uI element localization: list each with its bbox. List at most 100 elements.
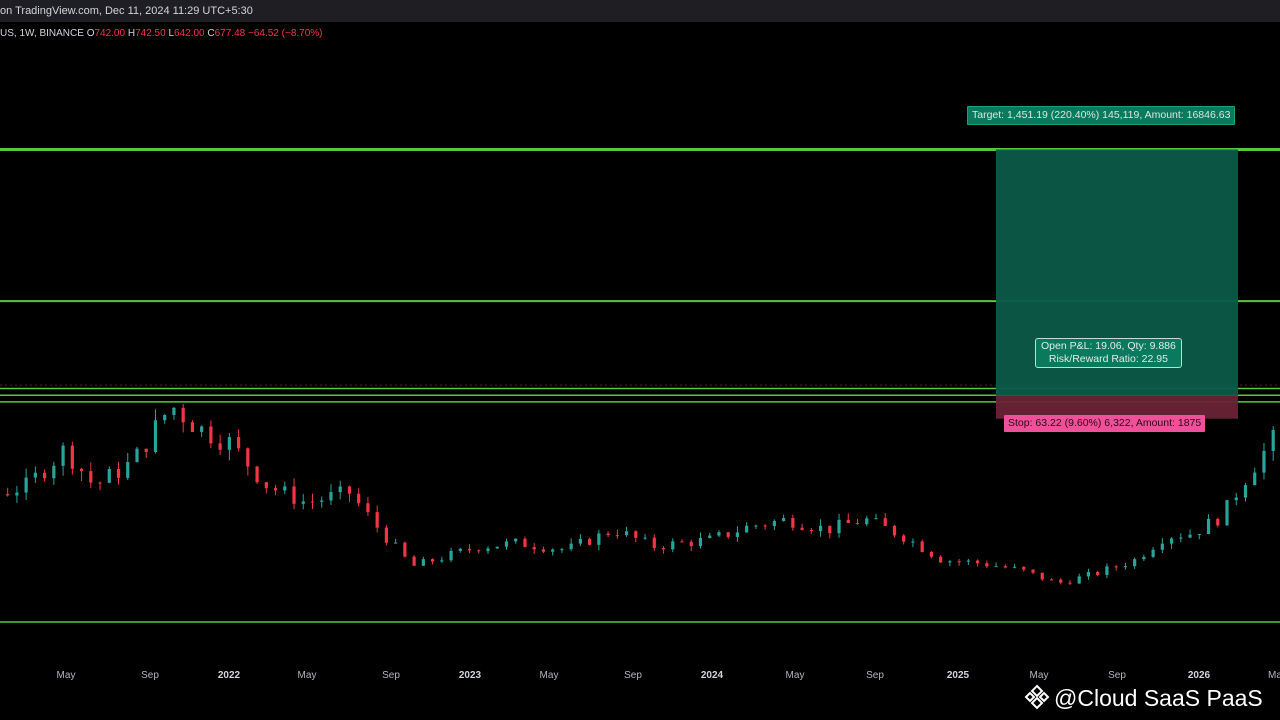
candle-body [1216,518,1220,526]
candle-body [1253,472,1257,486]
x-tick-label: Sep [141,670,159,681]
candle-body [1049,579,1054,581]
candle-body [1197,534,1201,536]
candle-body [301,501,305,504]
pnl-label[interactable]: Open P&L: 19.06, Qty: 9.886 Risk/Reward … [1035,338,1182,368]
candle-body [347,486,352,494]
target-label[interactable]: Target: 1,451.19 (220.40%) 145,119, Amou… [967,106,1236,125]
candle-body [634,531,638,538]
x-tick-label: Sep [1108,670,1126,681]
candle-body [874,518,878,520]
candle-body [560,549,564,551]
candle-body [255,466,259,483]
x-tick-label: May [539,670,559,681]
x-tick-label: 2023 [458,670,482,681]
candle-body [772,520,776,527]
candle-body [532,547,536,550]
candle-body [745,525,749,533]
candle-body [708,535,712,538]
candle-body [338,486,342,493]
candle-body [273,488,278,491]
candle-body [1022,566,1026,570]
watermark-text: @Cloud SaaS PaaS [1054,685,1263,711]
candle-body [541,549,546,552]
candle-body [172,407,176,416]
candle-body [1151,549,1155,557]
candle-body [726,532,730,537]
candle-body [615,535,619,537]
candle-body [1188,534,1192,538]
candle-body [883,518,887,526]
candle-body [264,482,268,489]
position-zones [996,149,1238,419]
candle-body [1077,576,1081,584]
candle-body [782,518,786,521]
candle-body [394,542,398,544]
candle-body [661,548,666,550]
x-tick-label: 2022 [217,670,241,681]
candle-body [200,426,204,432]
pnl-line-1: Open P&L: 19.06, Qty: 9.886 [1041,340,1176,352]
candle-body [597,533,601,545]
candle-body [153,420,158,452]
candle-body [467,548,472,551]
candle-body [449,550,453,561]
watermark: @Cloud SaaS PaaS [1024,684,1263,716]
candle-body [403,542,407,557]
binance-square-icon [1024,684,1050,716]
candle-body [61,445,65,466]
x-tick-label: 2025 [946,670,970,681]
candle-body [430,559,435,562]
candle-body [902,535,906,542]
change-value: −64.52 (−8.70%) [248,28,323,39]
low-key: L [168,28,175,39]
candle-body [1114,566,1118,568]
candle-body [1040,572,1044,580]
candle-body [15,492,19,496]
x-tick-label: May [56,670,76,681]
candle-body [421,559,425,566]
candle-body [569,543,573,550]
candle-body [643,537,647,539]
candle-body [837,519,841,534]
time-axis[interactable]: May Sep 2022 May Sep 2023 May Sep 2024 May Sep 2025… [0,670,1280,686]
candle-body [458,548,462,551]
candle-body [181,407,185,423]
candle-body [486,548,490,552]
close-value: 677.48 [214,28,246,39]
candle-body [1225,500,1229,526]
candle-body [79,468,84,472]
candle-body [652,537,656,549]
candle-body [800,527,804,530]
x-tick-label: May [1029,670,1049,681]
candle-body [948,561,952,563]
candle-body [920,541,924,552]
candle-body [939,556,943,563]
candle-body [190,422,195,432]
candle-body [98,482,102,484]
candle-body [440,560,444,562]
candle-body [1031,569,1035,573]
candle-body [865,518,869,525]
low-value: 642.00 [174,28,205,39]
candle-body [791,518,795,528]
candle-body [384,527,389,543]
candle-body [163,415,167,421]
candle-body [1271,429,1275,451]
symbol-info: US, 1W, BINANCE [0,28,84,39]
candle-body [504,541,509,547]
x-tick-label: Sep [624,670,642,681]
candle-body [846,519,850,524]
ohlc-legend: US, 1W, BINANCE O742.00 H742.50 L642.00 … [0,27,323,41]
candle-body [292,486,296,504]
candle-body [135,448,139,463]
close-key: C [207,28,215,39]
stop-label[interactable]: Stop: 63.22 (9.60%) 6,322, Amount: 1875 [1004,415,1206,432]
top-bar: on TradingView.com, Dec 11, 2024 11:29 U… [0,0,1280,22]
candle-body [218,443,222,450]
candle-body [1133,559,1137,567]
candle-body [855,523,860,525]
open-value: 742.00 [94,28,126,39]
candle-body [357,493,361,504]
candle-body [1179,537,1183,539]
